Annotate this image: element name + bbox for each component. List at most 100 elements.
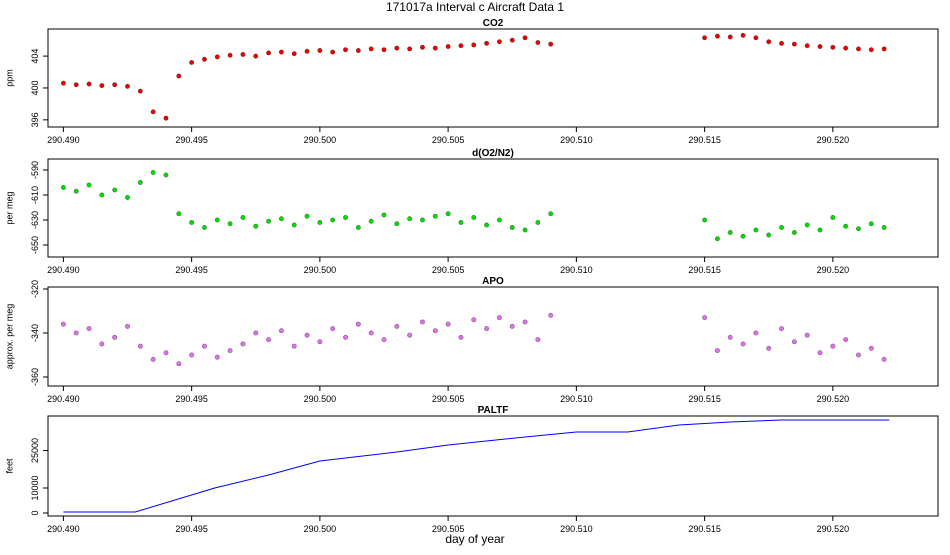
x-tick-label: 290.495	[175, 265, 208, 275]
data-point	[740, 341, 746, 347]
data-point	[509, 225, 515, 231]
data-point	[484, 222, 490, 228]
panel-title: d(O2/N2)	[472, 148, 514, 159]
data-point	[227, 221, 233, 227]
data-point	[432, 213, 438, 219]
data-point	[419, 217, 425, 223]
data-point	[189, 220, 195, 226]
data-point	[343, 334, 349, 340]
data-point	[407, 332, 413, 338]
data-point	[86, 326, 92, 332]
data-point	[304, 213, 310, 219]
data-point	[253, 53, 259, 59]
data-point	[60, 80, 66, 86]
data-point	[766, 345, 772, 351]
data-point	[509, 323, 515, 329]
data-point	[535, 220, 541, 226]
data-point	[240, 341, 246, 347]
data-point	[779, 326, 785, 332]
data-point	[804, 222, 810, 228]
data-point	[791, 339, 797, 345]
data-point	[291, 222, 297, 228]
data-point	[419, 319, 425, 325]
data-point	[201, 225, 207, 231]
data-point	[60, 185, 66, 191]
data-point	[240, 215, 246, 221]
y-tick-label: 400	[30, 80, 40, 95]
data-point	[266, 337, 272, 343]
data-point	[496, 315, 502, 321]
data-point	[868, 221, 874, 227]
data-point	[432, 328, 438, 334]
data-point	[317, 220, 323, 226]
data-point	[830, 215, 836, 221]
data-point	[753, 35, 759, 41]
y-tick-label: 396	[30, 112, 40, 127]
data-point	[702, 35, 708, 41]
data-point	[304, 332, 310, 338]
x-tick-label: 290.515	[688, 265, 721, 275]
x-tick-label: 290.505	[432, 135, 465, 145]
panel-title: APO	[482, 276, 504, 287]
data-point	[843, 337, 849, 343]
data-point	[702, 217, 708, 223]
data-point	[881, 225, 887, 231]
y-tick-label: -630	[30, 211, 40, 229]
x-axis-label: day of year	[445, 532, 504, 546]
data-point	[368, 330, 374, 336]
data-point	[484, 326, 490, 332]
data-point	[458, 43, 464, 49]
data-point	[86, 182, 92, 188]
x-tick-label: 290.510	[560, 265, 593, 275]
data-point	[817, 44, 823, 50]
data-point	[355, 321, 361, 327]
data-point	[509, 37, 515, 43]
data-point	[214, 217, 220, 223]
data-point	[766, 232, 772, 238]
data-point	[445, 321, 451, 327]
x-tick-label: 290.500	[304, 524, 337, 534]
data-point	[522, 319, 528, 325]
data-point	[830, 44, 836, 50]
data-point	[714, 33, 720, 39]
data-point	[727, 34, 733, 40]
data-point	[253, 223, 259, 229]
data-point	[266, 218, 272, 224]
data-point	[227, 52, 233, 58]
data-point	[868, 345, 874, 351]
x-tick-label: 290.520	[817, 524, 850, 534]
data-point	[753, 330, 759, 336]
data-point	[201, 56, 207, 62]
data-point	[766, 39, 772, 45]
plot-frame	[47, 28, 939, 128]
data-point	[176, 211, 182, 217]
data-point	[381, 337, 387, 343]
y-axis-label: feet	[4, 458, 14, 474]
data-point	[137, 180, 143, 186]
data-point	[714, 236, 720, 242]
data-point	[330, 326, 336, 332]
data-point	[458, 220, 464, 226]
data-point	[355, 225, 361, 231]
data-point	[471, 317, 477, 323]
x-tick-label: 290.520	[817, 265, 850, 275]
data-point	[714, 348, 720, 354]
y-tick-label: -340	[30, 324, 40, 342]
data-point	[407, 216, 413, 222]
data-point	[291, 51, 297, 57]
data-point	[150, 170, 156, 176]
data-point	[740, 32, 746, 38]
y-tick-label: -360	[30, 368, 40, 386]
data-point	[779, 225, 785, 231]
y-tick-label: -590	[30, 161, 40, 179]
data-point	[214, 54, 220, 60]
data-point	[278, 328, 284, 334]
data-point	[791, 230, 797, 236]
y-tick-label: 0	[30, 510, 40, 515]
data-point	[304, 48, 310, 54]
x-tick-label: 290.520	[817, 135, 850, 145]
plot-frame	[47, 286, 939, 387]
data-point	[163, 115, 169, 121]
data-point	[830, 343, 836, 349]
